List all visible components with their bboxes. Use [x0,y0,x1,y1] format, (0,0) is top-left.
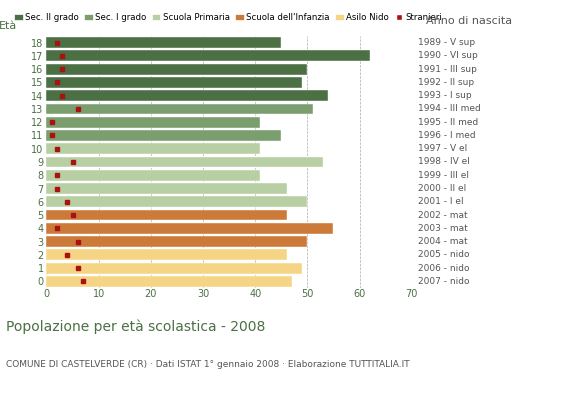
Bar [46,104,313,114]
Text: 1998 - IV el: 1998 - IV el [418,158,469,166]
Legend: Sec. II grado, Sec. I grado, Scuola Primaria, Scuola dell'Infanzia, Asilo Nido, : Sec. II grado, Sec. I grado, Scuola Prim… [14,13,442,22]
Bar [46,117,260,128]
Bar [46,263,302,274]
Text: Età: Età [0,21,17,31]
Text: 2002 - mat: 2002 - mat [418,210,467,220]
Bar [46,276,292,287]
Bar [46,156,323,168]
Text: 1993 - I sup: 1993 - I sup [418,91,471,100]
Bar [46,170,260,181]
Bar [46,77,302,88]
Text: Anno di nascita: Anno di nascita [426,16,512,26]
Text: 2005 - nido: 2005 - nido [418,250,469,259]
Text: 1990 - VI sup: 1990 - VI sup [418,51,477,60]
Text: Popolazione per età scolastica - 2008: Popolazione per età scolastica - 2008 [6,320,265,334]
Bar [46,50,370,61]
Text: 1989 - V sup: 1989 - V sup [418,38,474,47]
Text: 1997 - V el: 1997 - V el [418,144,467,153]
Text: 2001 - I el: 2001 - I el [418,197,463,206]
Text: 2007 - nido: 2007 - nido [418,277,469,286]
Bar [46,143,260,154]
Text: 2004 - mat: 2004 - mat [418,237,467,246]
Bar [46,37,281,48]
Text: 1994 - III med: 1994 - III med [418,104,480,114]
Text: 2003 - mat: 2003 - mat [418,224,467,233]
Bar [46,250,287,260]
Bar [46,130,281,141]
Text: 2000 - II el: 2000 - II el [418,184,466,193]
Bar [46,196,307,207]
Bar [46,210,287,220]
Bar [46,236,307,247]
Text: 1991 - III sup: 1991 - III sup [418,65,477,74]
Text: 1999 - III el: 1999 - III el [418,171,469,180]
Text: COMUNE DI CASTELVERDE (CR) · Dati ISTAT 1° gennaio 2008 · Elaborazione TUTTITALI: COMUNE DI CASTELVERDE (CR) · Dati ISTAT … [6,360,409,369]
Bar [46,183,287,194]
Bar [46,90,328,101]
Text: 1996 - I med: 1996 - I med [418,131,475,140]
Bar [46,64,307,74]
Text: 1992 - II sup: 1992 - II sup [418,78,474,87]
Text: 1995 - II med: 1995 - II med [418,118,478,127]
Text: 2006 - nido: 2006 - nido [418,264,469,273]
Bar [46,223,333,234]
